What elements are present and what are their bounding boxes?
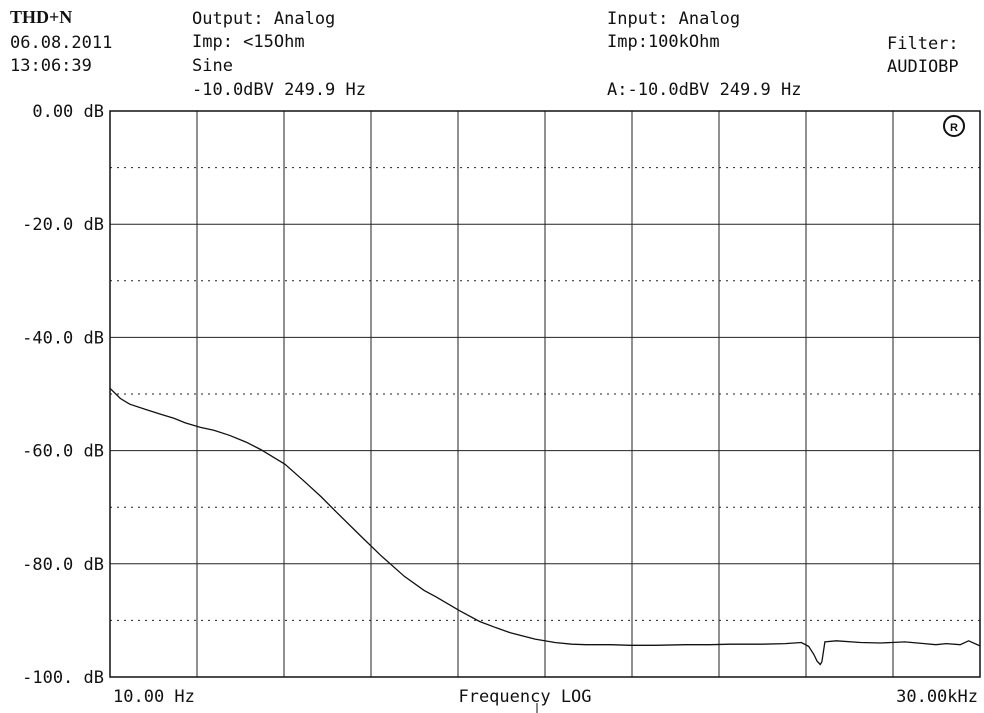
analyzer-impedance: Imp:100kOhm [607,32,720,52]
plot-frame [109,110,981,678]
measurement-mode: THD+N [10,7,73,27]
analyzer-input: Input: Analog [607,9,741,29]
y-tick-label: -60.0 dB [22,442,104,462]
svg-text:R: R [950,122,958,134]
x-tick-label-max: 30.00kHz [896,687,978,707]
y-tick-label: 0.00 dB [32,102,104,122]
generator-level: -10.0dBV 249.9 Hz [192,80,366,100]
measurement-date: 06.08.2011 [10,33,113,53]
y-tick-label: -80.0 dB [22,555,104,575]
y-tick-label: -40.0 dB [22,328,104,348]
measurement-time: 13:06:39 [10,56,92,76]
rohde-schwarz-logo-icon: R [943,115,965,137]
generator-output: Output: Analog [192,9,336,29]
y-axis-labels: 0.00 dB -20.0 dB -40.0 dB -60.0 dB -80.0 dB -… [22,102,104,688]
y-tick-label: -20.0 dB [22,215,104,235]
x-tick-label-min: 10.00 Hz [113,687,195,707]
x-axis-labels: 10.00 Hz 30.00kHz Frequency LOG [113,687,978,713]
generator-impedance: Imp: <15Ohm [192,32,305,52]
filter-label: Filter: [887,34,959,54]
generator-waveform: Sine [192,56,233,76]
series-line-thdn [109,387,981,666]
chart-grid [110,111,980,677]
filter-value: AUDIOBP [887,57,959,77]
y-tick-label: -100. dB [22,668,104,688]
analyzer-level: A:-10.0dBV 249.9 Hz [607,80,802,100]
x-axis-title: Frequency LOG [458,687,591,707]
